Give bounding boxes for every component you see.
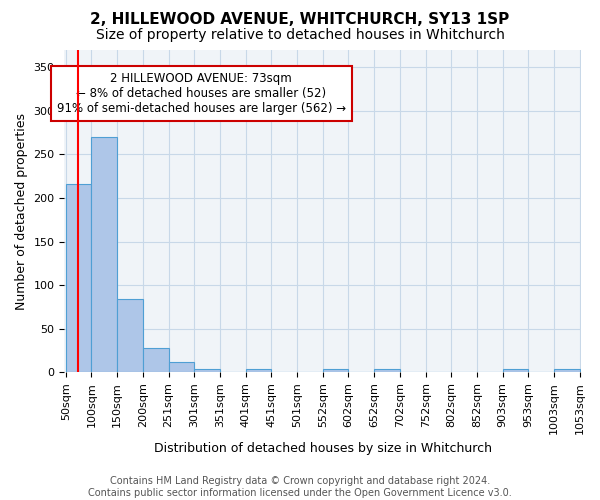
Bar [91, 137, 117, 372]
Bar [374, 368, 400, 372]
Bar [245, 368, 271, 372]
Bar [554, 368, 580, 372]
Y-axis label: Number of detached properties: Number of detached properties [15, 112, 28, 310]
Text: Size of property relative to detached houses in Whitchurch: Size of property relative to detached ho… [95, 28, 505, 42]
Bar [169, 362, 194, 372]
Bar [323, 368, 349, 372]
Bar [117, 299, 143, 372]
Bar [503, 368, 529, 372]
Text: 2 HILLEWOOD AVENUE: 73sqm
← 8% of detached houses are smaller (52)
91% of semi-d: 2 HILLEWOOD AVENUE: 73sqm ← 8% of detach… [57, 72, 346, 115]
X-axis label: Distribution of detached houses by size in Whitchurch: Distribution of detached houses by size … [154, 442, 492, 455]
Text: Contains HM Land Registry data © Crown copyright and database right 2024.
Contai: Contains HM Land Registry data © Crown c… [88, 476, 512, 498]
Bar [194, 368, 220, 372]
Text: 2, HILLEWOOD AVENUE, WHITCHURCH, SY13 1SP: 2, HILLEWOOD AVENUE, WHITCHURCH, SY13 1S… [91, 12, 509, 28]
Bar [143, 348, 169, 372]
Bar [65, 184, 91, 372]
